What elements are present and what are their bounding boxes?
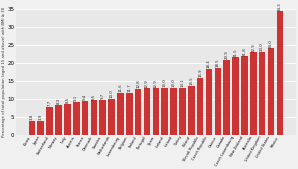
Text: 34.3: 34.3 (278, 2, 282, 11)
Text: 11.6: 11.6 (119, 84, 122, 92)
Bar (268, 49, 274, 135)
Bar (108, 99, 115, 135)
Text: 12.9: 12.9 (145, 79, 149, 88)
Bar (55, 105, 62, 135)
Bar (82, 101, 89, 135)
Bar (144, 88, 150, 135)
Text: 22.9: 22.9 (251, 43, 255, 52)
Bar (197, 78, 204, 135)
Y-axis label: Percentage of total population (aged 15 and above) with BMI ≥ 30: Percentage of total population (aged 15 … (2, 7, 6, 137)
Text: 8.5: 8.5 (65, 97, 69, 103)
Text: 9.1: 9.1 (74, 95, 78, 101)
Text: 9.5: 9.5 (92, 94, 96, 100)
Text: 15.9: 15.9 (198, 68, 202, 77)
Bar (153, 88, 159, 135)
Text: 8.3: 8.3 (57, 98, 60, 104)
Text: 9.4: 9.4 (83, 94, 87, 100)
Text: 3.9: 3.9 (39, 114, 43, 120)
Text: 12.9: 12.9 (154, 79, 158, 88)
Bar (179, 88, 186, 135)
Text: 13.5: 13.5 (189, 77, 193, 85)
Bar (46, 107, 53, 135)
Text: 20.9: 20.9 (225, 50, 229, 59)
Bar (224, 59, 230, 135)
Text: 18.4: 18.4 (207, 59, 211, 68)
Text: 23.0: 23.0 (260, 43, 264, 51)
Bar (135, 89, 142, 135)
Bar (232, 57, 239, 135)
Bar (170, 88, 177, 135)
Bar (206, 69, 212, 135)
Bar (126, 93, 133, 135)
Bar (188, 86, 195, 135)
Text: 21.8: 21.8 (243, 47, 246, 56)
Text: 11.7: 11.7 (127, 83, 131, 92)
Bar (91, 101, 97, 135)
Bar (73, 102, 80, 135)
Text: 10.0: 10.0 (110, 89, 114, 98)
Text: 21.5: 21.5 (234, 48, 238, 57)
Bar (29, 121, 35, 135)
Text: 24.0: 24.0 (269, 39, 273, 48)
Bar (162, 88, 168, 135)
Bar (38, 120, 44, 135)
Bar (215, 68, 221, 135)
Bar (100, 100, 106, 135)
Bar (259, 52, 266, 135)
Text: 13.0: 13.0 (172, 78, 176, 87)
Text: 13.1: 13.1 (181, 78, 184, 87)
Bar (64, 104, 71, 135)
Text: 9.7: 9.7 (101, 93, 105, 99)
Bar (241, 56, 248, 135)
Bar (277, 11, 283, 135)
Text: 3.8: 3.8 (30, 114, 34, 120)
Text: 13.0: 13.0 (163, 78, 167, 87)
Bar (250, 52, 257, 135)
Bar (117, 93, 124, 135)
Text: 12.8: 12.8 (136, 79, 140, 88)
Text: 18.5: 18.5 (216, 59, 220, 67)
Text: 7.7: 7.7 (48, 100, 52, 106)
